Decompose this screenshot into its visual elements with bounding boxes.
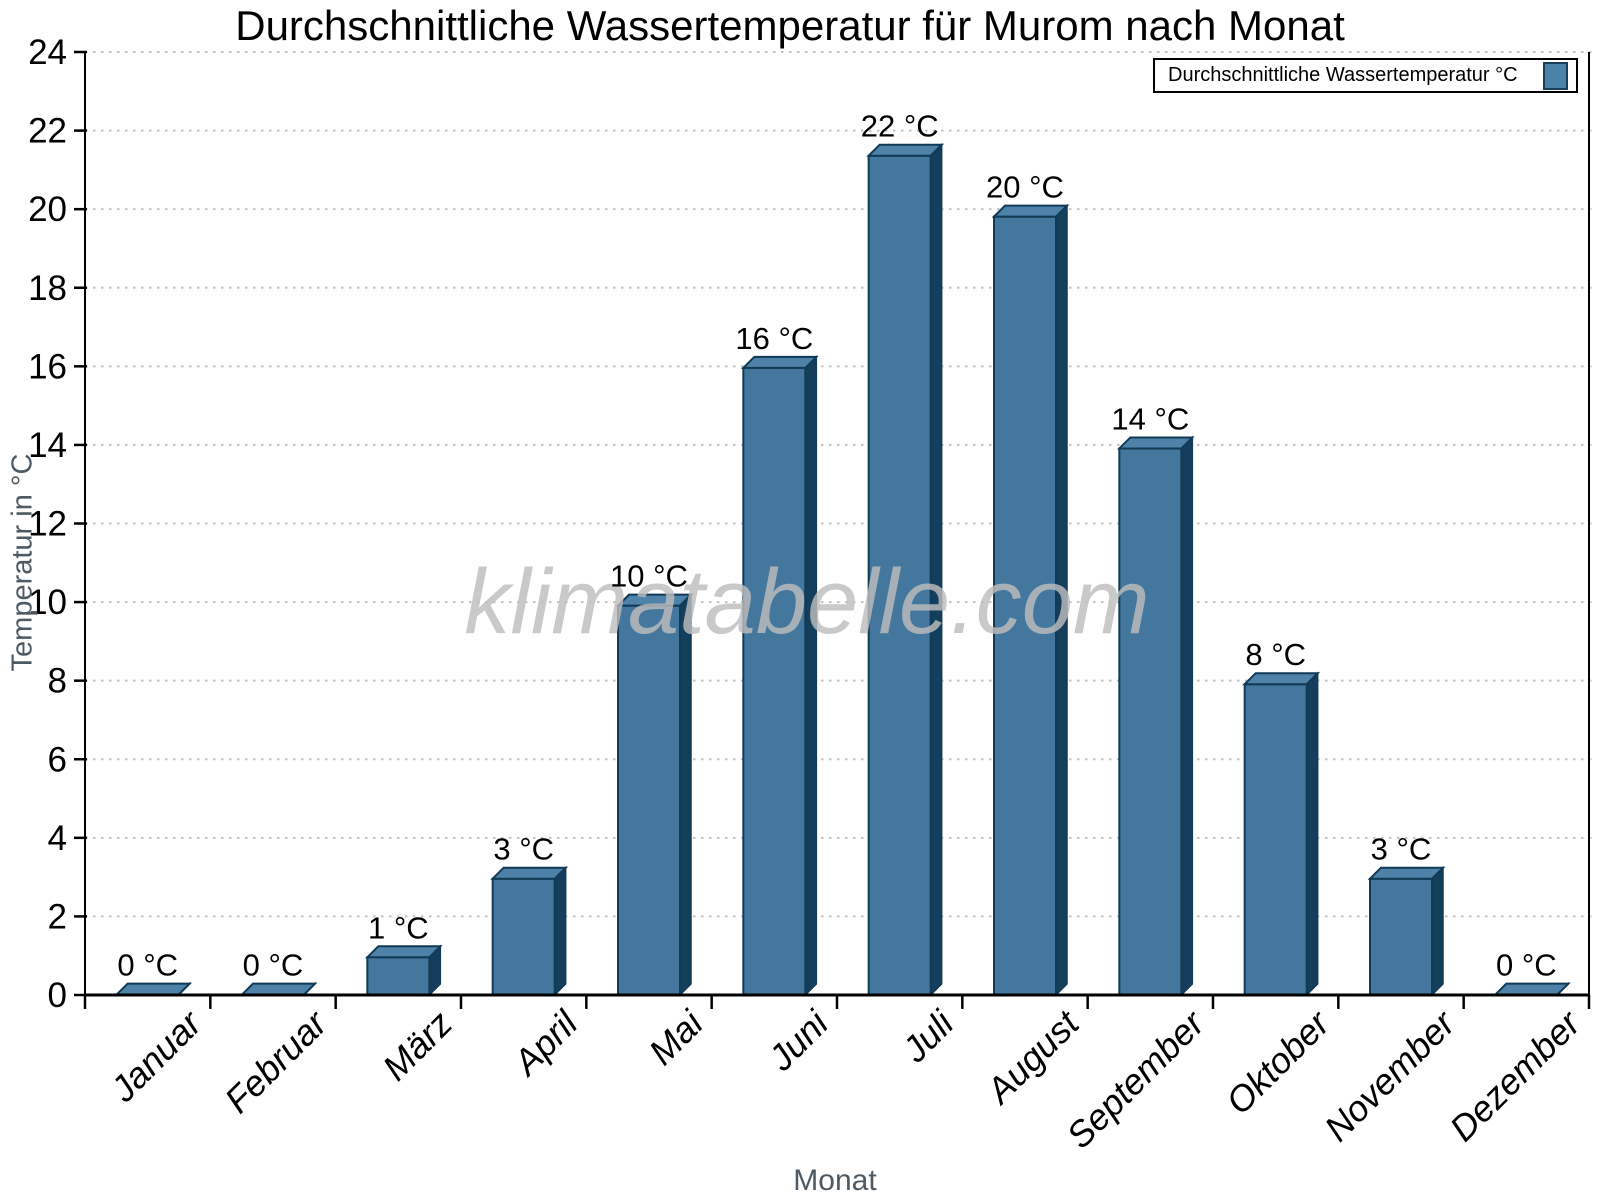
bar-top-face — [490, 866, 569, 880]
bar-top-face — [866, 143, 945, 157]
bar-oktober — [1242, 671, 1321, 997]
y-tick-label: 22 — [28, 112, 67, 151]
bar-top-face — [615, 593, 694, 607]
bar-top-face — [1367, 866, 1446, 880]
bar-februar — [239, 981, 318, 997]
bar-top-face — [364, 945, 443, 959]
bar-value-label: 8 °C — [1245, 637, 1306, 672]
bar-september — [1116, 435, 1195, 997]
bar-top-face — [740, 355, 819, 369]
x-tick-label: August — [977, 1001, 1088, 1112]
y-tick-label: 20 — [28, 190, 67, 229]
bar-side-face — [1180, 435, 1194, 997]
bar-front-face — [1369, 877, 1433, 996]
bar-value-label: 10 °C — [610, 559, 688, 594]
x-axis-title: Monat — [793, 1164, 877, 1197]
bar-value-label: 3 °C — [493, 832, 554, 867]
y-tick-label: 18 — [28, 269, 67, 308]
bar-front-face — [491, 877, 556, 996]
bar-top-face — [1242, 672, 1321, 686]
x-tick-label: Juni — [760, 1002, 837, 1079]
y-tick-label: 6 — [48, 740, 67, 779]
y-tick-label: 24 — [28, 33, 67, 72]
y-tick-label: 14 — [28, 426, 67, 465]
x-tick-label: März — [374, 1003, 460, 1089]
x-tick-label: September — [1058, 1001, 1213, 1156]
y-axis-title: Temperatur in °C — [6, 453, 39, 672]
bar-top-face — [991, 204, 1070, 218]
y-tick-label: 2 — [48, 897, 67, 936]
bar-top-face — [1116, 436, 1195, 450]
bar-front-face — [366, 956, 431, 996]
bar-top-face — [1492, 982, 1571, 996]
bar-juni — [740, 355, 819, 997]
bar-front-face — [1243, 683, 1308, 996]
x-tick-label: Januar — [102, 1001, 211, 1110]
chart-title: Durchschnittliche Wassertemperatur für M… — [235, 2, 1345, 49]
bar-value-label: 16 °C — [735, 321, 813, 356]
bar-side-face — [553, 865, 567, 997]
bar-top-face — [239, 982, 318, 996]
bar-juli — [866, 142, 945, 997]
x-tick-label: November — [1316, 1001, 1464, 1149]
bar-value-label: 14 °C — [1111, 401, 1189, 436]
bar-value-label: 0 °C — [1496, 948, 1557, 983]
x-tick-label: Oktober — [1218, 1001, 1339, 1122]
bar-side-face — [679, 592, 692, 997]
legend: Durchschnittliche Wassertemperatur °C — [1153, 58, 1578, 93]
bar-november — [1367, 865, 1446, 997]
bar-value-label: 1 °C — [368, 910, 429, 945]
x-tick-label: Februar — [217, 1001, 337, 1121]
bar-side-face — [1431, 865, 1444, 997]
bar-front-face — [617, 604, 681, 996]
bar-side-face — [804, 355, 818, 997]
bar-front-face — [742, 366, 807, 996]
x-tick-label: Juli — [893, 1002, 962, 1071]
legend-swatch-icon — [1543, 61, 1568, 90]
bar-front-face — [1118, 447, 1183, 996]
bar-value-label: 0 °C — [117, 948, 178, 983]
bar-top-face — [114, 982, 193, 996]
y-tick-label: 12 — [28, 505, 67, 544]
bar-value-label: 20 °C — [986, 170, 1064, 205]
bar-value-label: 22 °C — [861, 109, 939, 144]
bar-april — [490, 865, 569, 997]
watermark-text: klimatabelle.com — [464, 551, 1149, 653]
y-tick-label: 0 — [48, 976, 67, 1015]
bar-side-face — [1305, 671, 1319, 997]
legend-label: Durchschnittliche Wassertemperatur °C — [1168, 64, 1518, 86]
y-tick-label: 16 — [28, 347, 67, 386]
bar-dezember — [1492, 981, 1571, 997]
x-tick-label: April — [504, 1002, 586, 1084]
y-tick-label: 8 — [48, 662, 67, 701]
x-tick-label: Dezember — [1442, 1001, 1590, 1149]
y-tick-label: 10 — [28, 583, 67, 622]
bar-mai — [615, 592, 694, 997]
bar-august — [991, 203, 1070, 997]
bar-value-label: 0 °C — [243, 948, 304, 983]
y-tick-label: 4 — [48, 819, 67, 858]
x-tick-label: Mai — [641, 1002, 712, 1073]
bar-value-label: 3 °C — [1371, 832, 1432, 867]
bar-januar — [114, 981, 193, 997]
bar-märz — [364, 944, 443, 997]
